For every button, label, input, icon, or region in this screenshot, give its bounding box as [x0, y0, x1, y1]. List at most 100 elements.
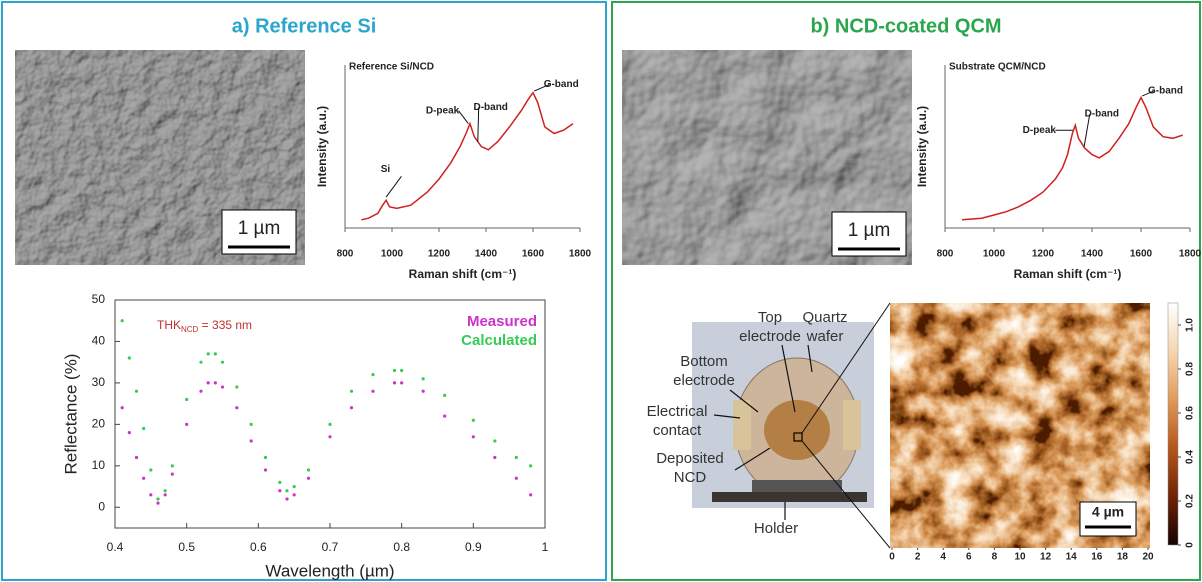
x-axis-label: Raman shift (cm⁻¹) [1014, 267, 1122, 281]
scale-bar-label: 4 µm [1092, 504, 1124, 520]
data-point [128, 356, 131, 359]
x-tick-label: 0.7 [322, 540, 339, 554]
data-point [443, 394, 446, 397]
x-tick-label: 18 [1117, 552, 1129, 563]
data-point [185, 398, 188, 401]
qcm-label: contact [653, 422, 702, 439]
x-tick-label: 0.4 [107, 540, 124, 554]
data-point [529, 464, 532, 467]
data-point [164, 489, 167, 492]
qcm-label: Holder [754, 520, 798, 537]
x-tick-label: 0.9 [465, 540, 482, 554]
x-axis-label: Raman shift (cm⁻¹) [409, 267, 517, 281]
x-tick-label: 1 [542, 540, 549, 554]
data-point [472, 419, 475, 422]
y-axis-label: Reflectance (%) [61, 354, 80, 475]
x-tick-label: 1400 [475, 249, 498, 260]
data-point [235, 385, 238, 388]
colorbar-tick-label: 0.4 [1185, 450, 1196, 464]
spectrum-line [361, 93, 573, 220]
y-tick-label: 40 [92, 334, 106, 348]
data-point [185, 423, 188, 426]
data-point [493, 439, 496, 442]
x-tick-label: 6 [966, 552, 972, 563]
x-tick-label: 2 [915, 552, 921, 563]
x-axis-label: Wavelength (µm) [265, 561, 394, 580]
data-point [293, 493, 296, 496]
annotation-part: NCD [181, 325, 199, 334]
data-point [128, 431, 131, 434]
data-point [393, 381, 396, 384]
data-point [221, 385, 224, 388]
annotation: THKNCD = 335 nm [157, 318, 252, 334]
x-tick-label: 800 [937, 249, 954, 260]
x-tick-label: 1600 [1130, 249, 1153, 260]
spectrum-line [962, 98, 1183, 220]
x-tick-label: 1200 [1032, 249, 1055, 260]
data-point [350, 406, 353, 409]
panel-title: a) Reference Si [232, 15, 377, 37]
x-tick-label: 800 [337, 249, 354, 260]
annotation-part: THK [157, 318, 181, 332]
data-point [350, 390, 353, 393]
x-tick-label: 1000 [381, 249, 404, 260]
peak-label: D-peak [1023, 125, 1057, 136]
data-point [142, 477, 145, 480]
peak-label: D-peak [426, 105, 460, 116]
y-tick-label: 0 [98, 499, 105, 513]
data-point [278, 489, 281, 492]
data-point [278, 481, 281, 484]
x-tick-label: 1000 [983, 249, 1006, 260]
qcm-label: wafer [806, 328, 844, 345]
data-point [264, 468, 267, 471]
data-point [156, 502, 159, 505]
data-point [285, 489, 288, 492]
peak-arrow [386, 176, 401, 197]
data-point [121, 319, 124, 322]
data-point [207, 381, 210, 384]
data-point [264, 456, 267, 459]
data-point [171, 473, 174, 476]
peak-arrow [459, 111, 469, 124]
y-axis-label: Intensity (a.u.) [315, 106, 329, 187]
data-point [422, 377, 425, 380]
data-point [156, 497, 159, 500]
data-point [285, 497, 288, 500]
scale-bar-label: 1 µm [848, 220, 891, 241]
data-point [515, 456, 518, 459]
data-point [307, 468, 310, 471]
data-point [207, 352, 210, 355]
data-point [142, 427, 145, 430]
x-tick-label: 12 [1040, 552, 1052, 563]
data-point [400, 381, 403, 384]
data-point [235, 406, 238, 409]
qcm-label: Bottom [680, 353, 728, 370]
chart-title: Substrate QCM/NCD [949, 62, 1046, 73]
x-tick-label: 1600 [522, 249, 545, 260]
x-tick-label: 16 [1091, 552, 1103, 563]
x-tick-label: 20 [1142, 552, 1154, 563]
data-point [293, 485, 296, 488]
x-tick-label: 1200 [428, 249, 451, 260]
data-point [250, 439, 253, 442]
x-tick-label: 8 [992, 552, 998, 563]
data-point [422, 390, 425, 393]
colorbar-tick-label: 0.6 [1185, 406, 1196, 420]
data-point [393, 369, 396, 372]
x-tick-label: 0 [889, 552, 895, 563]
data-point [328, 423, 331, 426]
data-point [199, 361, 202, 364]
y-tick-label: 50 [92, 292, 106, 306]
data-point [328, 435, 331, 438]
data-point [171, 464, 174, 467]
qcm-label: electrode [673, 372, 735, 389]
x-tick-label: 0.5 [178, 540, 195, 554]
x-tick-label: 0.8 [393, 540, 410, 554]
qcm-label: NCD [674, 469, 707, 486]
data-point [493, 456, 496, 459]
y-tick-label: 30 [92, 375, 106, 389]
qcm-label: Deposited [656, 450, 724, 467]
colorbar [1168, 303, 1178, 545]
data-point [149, 468, 152, 471]
data-point [164, 493, 167, 496]
